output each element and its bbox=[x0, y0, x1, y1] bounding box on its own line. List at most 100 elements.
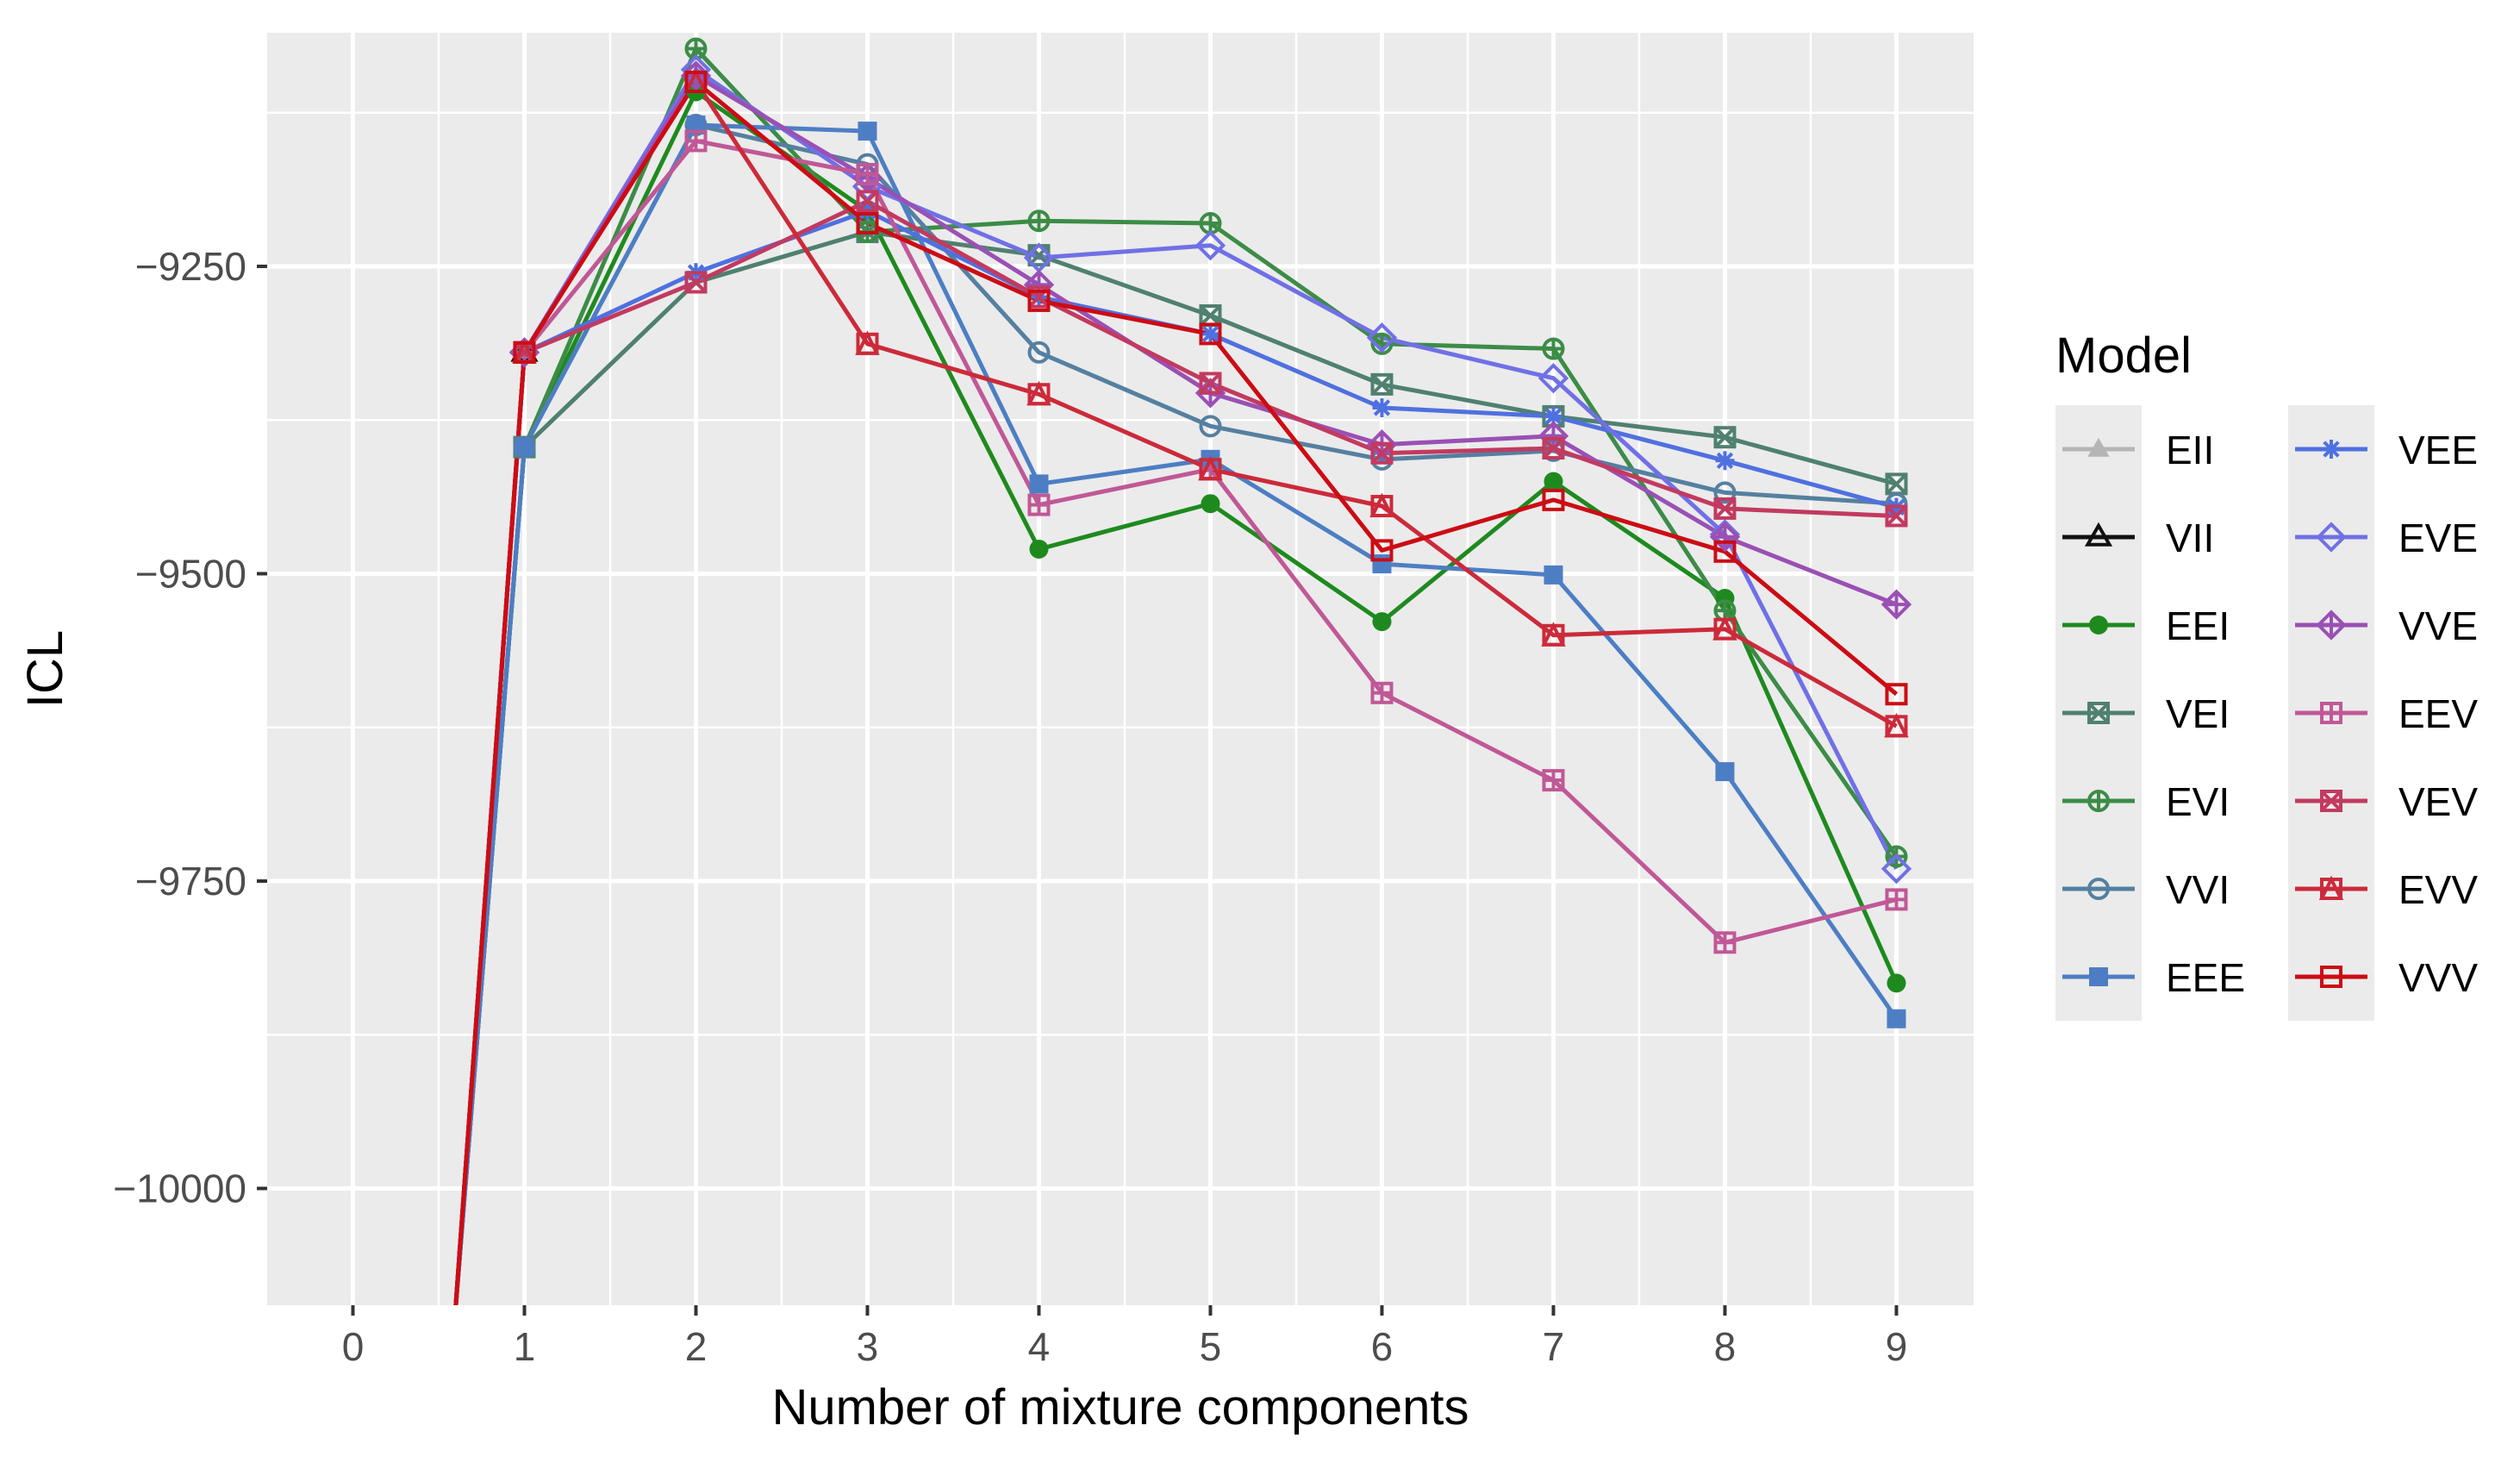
series-line-vev bbox=[453, 198, 1897, 1305]
data-point-vev bbox=[1542, 437, 1565, 460]
legend-items: EII VII EEI VEI EVI VVI EEE VEE EVE VVE EEV VEV EVV V… bbox=[2062, 428, 2478, 1000]
data-point-vee bbox=[1544, 406, 1563, 426]
x-tick-label: 0 bbox=[342, 1324, 365, 1369]
legend-label: EEI bbox=[2166, 603, 2230, 648]
data-point-eev bbox=[1542, 769, 1565, 792]
y-axis: −10000 −9750 −9500 −9250 bbox=[113, 244, 267, 1211]
legend-key-marker bbox=[2318, 875, 2344, 900]
data-point-eve bbox=[1195, 230, 1226, 261]
data-point-vvv bbox=[1370, 539, 1394, 562]
legend-key-marker bbox=[2087, 702, 2110, 724]
data-point-vee bbox=[1201, 324, 1220, 344]
x-tick-label: 9 bbox=[1886, 1324, 1908, 1369]
legend-item-evv: EVV bbox=[2295, 867, 2478, 912]
data-point-vev bbox=[1199, 372, 1222, 395]
legend-key-marker bbox=[2087, 437, 2110, 457]
x-tick-label: 3 bbox=[857, 1324, 879, 1369]
legend-label: VEE bbox=[2398, 428, 2478, 472]
legend-key-marker bbox=[2087, 878, 2110, 900]
data-point-eev bbox=[1370, 681, 1394, 704]
legend-item-evi: EVI bbox=[2062, 779, 2230, 824]
data-point-eei bbox=[1544, 472, 1563, 491]
legend-item-vee: VEE bbox=[2295, 428, 2478, 472]
y-tick-label: −9500 bbox=[135, 551, 246, 596]
data-point-eei bbox=[1029, 539, 1049, 559]
legend: Model EII VII EEI VEI EVI VVI EEE VEE EVE VVE EEV V… bbox=[2055, 328, 2478, 1021]
legend-label: VVE bbox=[2398, 603, 2478, 648]
data-point-vev bbox=[856, 190, 879, 213]
data-point-vve bbox=[1709, 522, 1741, 553]
legend-item-eve: EVE bbox=[2295, 516, 2478, 560]
data-point-vvv bbox=[1199, 322, 1222, 346]
x-tick-label: 2 bbox=[685, 1324, 708, 1369]
data-point-vev bbox=[1370, 441, 1394, 465]
data-point-evv bbox=[1541, 622, 1566, 647]
data-point-vei bbox=[1713, 426, 1737, 449]
data-point-evi bbox=[1542, 337, 1565, 360]
x-tick-label: 7 bbox=[1543, 1324, 1565, 1369]
legend-item-vve: VVE bbox=[2295, 603, 2478, 648]
data-point-eev bbox=[1027, 493, 1051, 516]
x-tick-label: 6 bbox=[1371, 1324, 1394, 1369]
series-line-eee bbox=[453, 122, 1899, 1305]
data-point-eee bbox=[515, 437, 534, 457]
x-axis-label: Number of mixture components bbox=[771, 1379, 1469, 1435]
data-point-evv bbox=[1884, 712, 1909, 738]
data-point-eei bbox=[1372, 612, 1392, 632]
data-point-eei bbox=[1887, 973, 1906, 993]
y-axis-label: ICL bbox=[17, 630, 73, 708]
x-tick-label: 8 bbox=[1714, 1324, 1737, 1369]
y-tick-label: −9750 bbox=[135, 859, 246, 903]
data-point-eee bbox=[1544, 565, 1563, 585]
series-lines bbox=[453, 47, 1899, 1305]
legend-key-marker bbox=[2087, 790, 2110, 812]
data-point-eee bbox=[1372, 554, 1392, 574]
data-point-eei bbox=[1201, 494, 1220, 514]
legend-label: VEV bbox=[2398, 779, 2478, 824]
series-markers bbox=[508, 37, 1912, 1028]
data-point-vvv bbox=[513, 341, 536, 364]
legend-label: VVV bbox=[2398, 955, 2478, 1000]
data-point-eve bbox=[1538, 363, 1569, 394]
x-tick-label: 1 bbox=[514, 1324, 536, 1369]
legend-label: EVI bbox=[2166, 779, 2230, 824]
legend-label: EVE bbox=[2398, 516, 2478, 560]
legend-key-marker bbox=[2320, 966, 2342, 988]
data-point-eee bbox=[1029, 474, 1049, 494]
y-tick-label: −10000 bbox=[113, 1166, 246, 1211]
data-point-eev bbox=[1713, 931, 1737, 954]
legend-item-vev: VEV bbox=[2295, 779, 2478, 824]
series-line-eev bbox=[453, 139, 1898, 1305]
x-tick-label: 5 bbox=[1200, 1324, 1222, 1369]
legend-item-vei: VEI bbox=[2062, 691, 2230, 736]
legend-item-eei: EEI bbox=[2062, 603, 2230, 648]
data-point-evv bbox=[855, 330, 880, 355]
legend-label: VVI bbox=[2166, 867, 2230, 912]
data-point-vev bbox=[1713, 497, 1737, 520]
data-point-vvi bbox=[1199, 415, 1222, 438]
legend-key-marker bbox=[2089, 967, 2108, 986]
data-point-eev bbox=[1885, 888, 1908, 911]
data-point-eee bbox=[858, 122, 877, 141]
legend-key-marker bbox=[2316, 522, 2347, 553]
data-point-evv bbox=[1026, 380, 1051, 406]
data-point-evi bbox=[1027, 209, 1051, 233]
series-line-vei bbox=[453, 229, 1898, 1305]
x-axis: 0 1 2 3 4 5 6 7 8 9 bbox=[342, 1305, 1908, 1369]
legend-item-vvi: VVI bbox=[2062, 867, 2230, 912]
legend-title: Model bbox=[2055, 328, 2192, 384]
legend-key-marker bbox=[2316, 610, 2347, 641]
data-point-evi bbox=[1199, 212, 1222, 235]
data-point-evv bbox=[1198, 455, 1223, 481]
data-point-vvv bbox=[1713, 540, 1737, 563]
legend-item-eee: EEE bbox=[2062, 955, 2245, 1000]
data-point-vve bbox=[1881, 589, 1912, 620]
data-point-vev bbox=[684, 271, 708, 294]
data-point-vvi bbox=[1027, 341, 1051, 364]
legend-label: VII bbox=[2166, 516, 2214, 560]
plot-panel bbox=[267, 33, 1974, 1305]
series-line-vvv bbox=[453, 79, 1899, 1305]
series-line-eei bbox=[453, 90, 1899, 1305]
data-point-vvv bbox=[856, 212, 879, 235]
